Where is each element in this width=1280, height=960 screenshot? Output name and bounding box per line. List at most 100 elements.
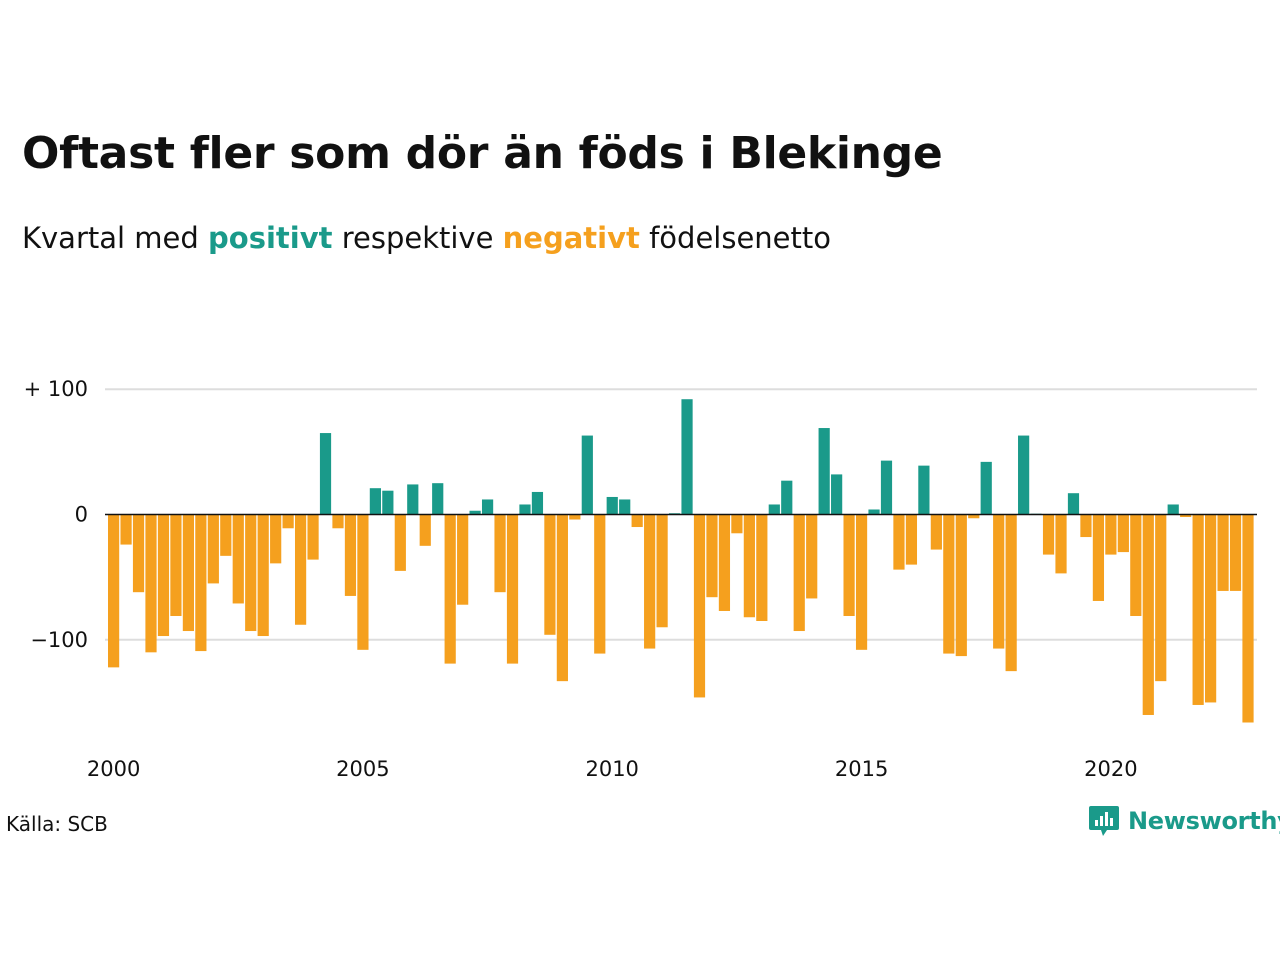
bar-15 bbox=[294, 514, 307, 625]
bar-81 bbox=[1117, 514, 1129, 553]
x-tick-label: 2020 bbox=[1084, 757, 1137, 781]
bar-70 bbox=[980, 461, 992, 515]
y-tick-label: + 100 bbox=[24, 377, 88, 401]
bar-67 bbox=[943, 514, 955, 654]
bar-12 bbox=[257, 514, 269, 637]
bar-37 bbox=[569, 514, 581, 520]
chart-title: Oftast fler som dör än föds i Blekinge bbox=[22, 128, 943, 179]
bar-4 bbox=[157, 514, 170, 637]
bar-38 bbox=[581, 435, 593, 515]
bars bbox=[108, 399, 1254, 723]
x-tick-label: 2015 bbox=[835, 757, 888, 781]
bar-65 bbox=[918, 465, 930, 515]
bar-62 bbox=[880, 460, 893, 515]
bar-19 bbox=[344, 514, 357, 596]
bar-35 bbox=[544, 514, 556, 635]
bar-9 bbox=[220, 514, 232, 556]
x-axis-labels: 2000 2005 2010 2015 2020 bbox=[87, 757, 1138, 781]
bar-24 bbox=[407, 484, 419, 515]
bar-73 bbox=[1018, 435, 1030, 515]
bar-31 bbox=[494, 514, 506, 593]
subtitle-negative: negativt bbox=[502, 221, 640, 255]
bar-53 bbox=[768, 504, 780, 515]
bar-91 bbox=[1242, 514, 1254, 723]
bar-75 bbox=[1042, 514, 1055, 555]
bar-14 bbox=[282, 514, 294, 529]
bar-84 bbox=[1155, 514, 1167, 682]
bar-40 bbox=[606, 496, 618, 515]
bar-22 bbox=[382, 490, 394, 515]
bar-23 bbox=[394, 514, 406, 571]
bar-13 bbox=[270, 514, 282, 564]
bar-39 bbox=[594, 514, 606, 654]
bar-48 bbox=[706, 514, 718, 598]
bar-10 bbox=[232, 514, 244, 604]
bar-90 bbox=[1229, 514, 1242, 591]
subtitle-positive: positivt bbox=[208, 221, 333, 255]
x-tick-label: 2005 bbox=[336, 757, 389, 781]
bar-27 bbox=[444, 514, 456, 664]
bar-55 bbox=[793, 514, 805, 632]
y-tick-label: −100 bbox=[30, 628, 88, 652]
bar-79 bbox=[1092, 514, 1105, 601]
bar-56 bbox=[806, 514, 818, 599]
subtitle-middle: respektive bbox=[332, 221, 503, 255]
bar-33 bbox=[519, 504, 531, 515]
bar-6 bbox=[182, 514, 194, 632]
bar-28 bbox=[457, 514, 469, 605]
bar-87 bbox=[1192, 514, 1204, 705]
bar-63 bbox=[893, 514, 905, 570]
bar-88 bbox=[1205, 514, 1217, 703]
brand-name: Newsworthy bbox=[1128, 807, 1280, 835]
bar-61 bbox=[868, 509, 880, 515]
bar-57 bbox=[818, 428, 830, 515]
subtitle-prefix: Kvartal med bbox=[22, 221, 209, 255]
bar-0 bbox=[108, 514, 120, 668]
bar-77 bbox=[1067, 493, 1080, 515]
bar-72 bbox=[1005, 514, 1017, 672]
bar-43 bbox=[644, 514, 656, 649]
bar-17 bbox=[319, 433, 332, 515]
bar-11 bbox=[245, 514, 257, 632]
bar-69 bbox=[968, 514, 980, 519]
source-note: Källa: SCB bbox=[6, 812, 108, 836]
bar-21 bbox=[369, 488, 381, 515]
bar-86 bbox=[1180, 514, 1192, 518]
bar-68 bbox=[955, 514, 967, 657]
bar-59 bbox=[843, 514, 855, 616]
y-tick-label: 0 bbox=[75, 503, 88, 527]
bar-18 bbox=[332, 514, 344, 529]
bar-30 bbox=[481, 499, 494, 515]
x-tick-label: 2010 bbox=[585, 757, 638, 781]
bar-50 bbox=[731, 514, 743, 534]
bar-71 bbox=[993, 514, 1005, 649]
bar-7 bbox=[195, 514, 207, 652]
x-tick-label: 2000 bbox=[87, 757, 140, 781]
bar-58 bbox=[831, 474, 843, 515]
bar-3 bbox=[145, 514, 157, 653]
bar-46 bbox=[681, 399, 693, 515]
newsworthy-logo-icon bbox=[1089, 806, 1119, 836]
bar-41 bbox=[619, 499, 631, 515]
subtitle-suffix: födelsenetto bbox=[639, 221, 831, 255]
bar-29 bbox=[469, 510, 481, 515]
y-axis-labels: + 100 0 −100 bbox=[24, 377, 88, 652]
bar-20 bbox=[357, 514, 369, 650]
chart-subtitle: Kvartal med positivt respektive negativt… bbox=[22, 221, 831, 255]
bar-66 bbox=[930, 514, 942, 550]
bar-78 bbox=[1080, 514, 1092, 538]
bar-5 bbox=[170, 514, 182, 616]
bar-16 bbox=[307, 514, 319, 560]
bar-80 bbox=[1105, 514, 1117, 555]
bar-89 bbox=[1217, 514, 1229, 591]
bar-54 bbox=[781, 480, 793, 515]
bar-44 bbox=[656, 514, 668, 628]
bar-52 bbox=[756, 514, 768, 621]
bar-42 bbox=[631, 514, 643, 528]
bar-60 bbox=[855, 514, 868, 650]
bar-25 bbox=[419, 514, 431, 546]
bar-82 bbox=[1130, 514, 1142, 616]
bar-1 bbox=[120, 514, 132, 545]
bar-64 bbox=[905, 514, 918, 565]
gridlines bbox=[105, 388, 1257, 641]
